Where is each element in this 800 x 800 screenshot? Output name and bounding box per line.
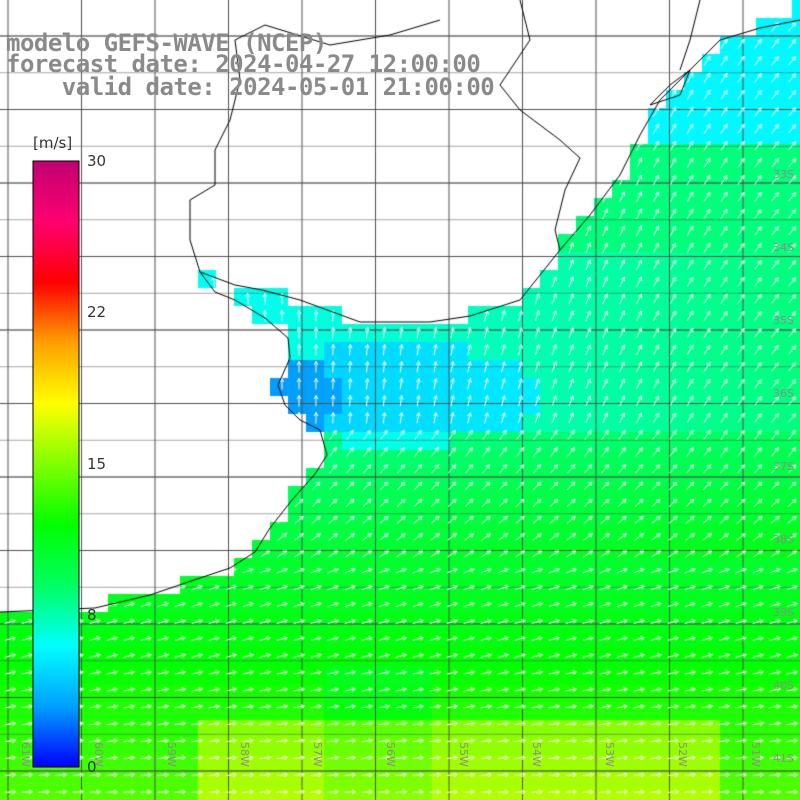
lon-label: 55W [457,742,470,767]
colorbar-gradient [32,160,80,768]
valid-date: valid date: 2024-05-01 21:00:00 [6,73,495,101]
lon-label: 54W [530,742,543,767]
lat-label: 40S [773,679,794,692]
colorbar-tick-15: 15 [87,455,106,473]
lat-label: 35S [773,314,794,327]
colorbar-tick-30: 30 [87,152,106,170]
lat-label: 37S [773,460,794,473]
colorbar-unit-label: [m/s] [33,134,72,152]
lon-label: 61W [19,742,32,767]
lat-label: 38S [773,533,794,546]
colorbar-tick-0: 0 [87,758,97,776]
colorbar-tick-22: 22 [87,303,106,321]
lat-label: 34S [773,241,794,254]
lon-label: 56W [384,742,397,767]
forecast-date: forecast date: 2024-04-27 12:00:00 [6,50,481,78]
model-title: modelo GEFS-WAVE (NCEP) [6,29,327,57]
lon-label: 58W [238,742,251,767]
colorbar-tick-8: 8 [87,606,97,624]
lat-label: 39S [773,606,794,619]
lat-label: 36S [773,387,794,400]
lat-label: 41S [773,752,794,765]
lon-label: 57W [311,742,324,767]
lat-label: 33S [773,168,794,181]
lon-label: 51W [749,742,762,767]
lon-label: 59W [165,742,178,767]
lon-label: 60W [92,742,105,767]
lon-label: 53W [603,742,616,767]
lon-label: 52W [676,742,689,767]
